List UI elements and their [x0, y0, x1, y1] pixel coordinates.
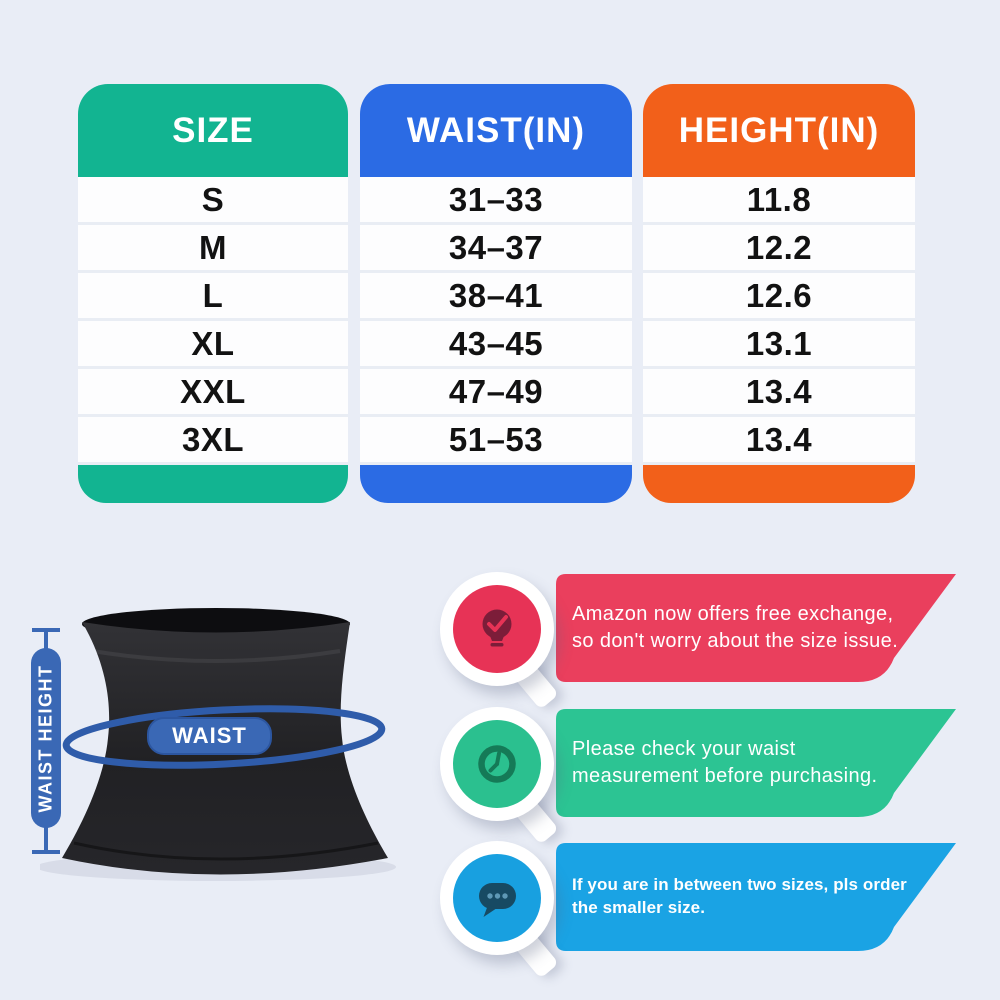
table-cell-size: M — [78, 225, 348, 273]
callout-banner — [556, 574, 956, 682]
callout-banner — [556, 843, 956, 951]
table-cell-waist: 38–41 — [360, 273, 632, 321]
waist-measure-ellipse — [62, 705, 386, 769]
table-cell-height: 12.2 — [643, 225, 915, 273]
column-header-waist: WAIST(IN) — [360, 84, 632, 177]
chat-dots-icon — [479, 883, 516, 917]
callout-check-measurement: Please check your waist measurement befo… — [0, 707, 1000, 845]
column-footer-size — [78, 465, 348, 503]
table-cell-height: 13.1 — [643, 321, 915, 369]
table-cell-size: S — [78, 177, 348, 225]
column-header-height: HEIGHT(IN) — [643, 84, 915, 177]
table-cell-waist: 43–45 — [360, 321, 632, 369]
dimension-cap-bottom — [32, 850, 60, 854]
waist-label: WAIST — [172, 723, 247, 748]
column-header-size: SIZE — [78, 84, 348, 177]
column-footer-height — [643, 465, 915, 503]
table-cell-size: L — [78, 273, 348, 321]
callout-banner — [556, 709, 956, 817]
table-column-height: HEIGHT(IN) 11.8 12.2 12.6 13.1 13.4 13.4 — [643, 84, 915, 503]
table-cell-size: XXL — [78, 369, 348, 417]
callout-text: Amazon now offers free exchange, so don'… — [572, 603, 899, 652]
callout-text: If you are in between two sizes, pls ord… — [572, 875, 907, 917]
table-cell-size: 3XL — [78, 417, 348, 465]
callout-icon-circle — [453, 585, 541, 673]
table-cell-waist: 34–37 — [360, 225, 632, 273]
table-cell-waist: 51–53 — [360, 417, 632, 465]
lightbulb-check-icon — [482, 609, 512, 647]
table-column-size: SIZE S M L XL XXL 3XL — [78, 84, 348, 503]
callout-icon-circle — [453, 854, 541, 942]
trainer-seam-top — [91, 649, 341, 663]
callout-icon-circle — [453, 720, 541, 808]
table-cell-waist: 31–33 — [360, 177, 632, 225]
table-cell-waist: 47–49 — [360, 369, 632, 417]
table-cell-height: 12.6 — [643, 273, 915, 321]
callout-free-exchange: Amazon now offers free exchange, so don'… — [0, 572, 1000, 710]
table-cell-height: 13.4 — [643, 417, 915, 465]
table-column-waist: WAIST(IN) 31–33 34–37 38–41 43–45 47–49 … — [360, 84, 632, 503]
dimension-cap-top — [32, 628, 60, 632]
callout-text: Please check your waist measurement befo… — [572, 738, 878, 787]
clock-icon — [478, 745, 516, 783]
table-cell-height: 11.8 — [643, 177, 915, 225]
column-footer-waist — [360, 465, 632, 503]
waist-label-pill: WAIST — [147, 717, 272, 755]
callout-between-sizes: If you are in between two sizes, pls ord… — [0, 841, 1000, 979]
waist-height-label-pill: WAIST HEIGHT — [31, 648, 61, 828]
table-cell-height: 13.4 — [643, 369, 915, 417]
trainer-seam-bottom — [73, 841, 379, 861]
table-cell-size: XL — [78, 321, 348, 369]
